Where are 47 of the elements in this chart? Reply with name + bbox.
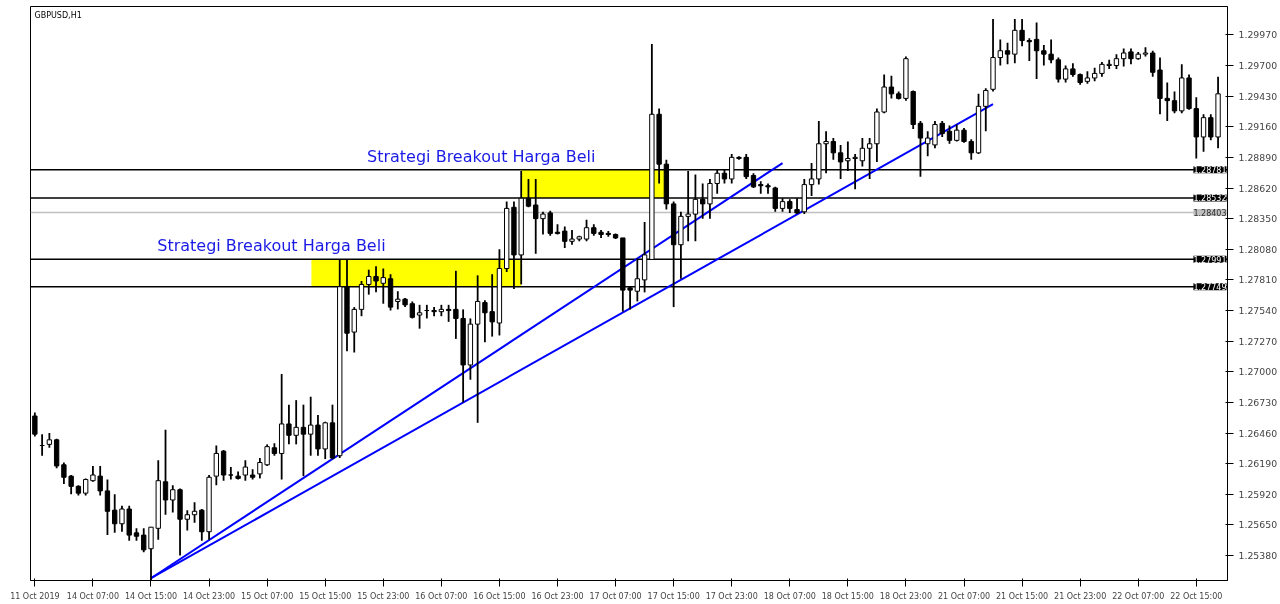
x-tick-label: 21 Oct 23:00 [1054,591,1107,601]
x-tick-label: 17 Oct 15:00 [647,591,700,601]
y-tick-label: 1.28620 [1238,182,1278,194]
y-tick-label: 1.26460 [1238,427,1278,439]
y-tick-label: 1.26190 [1238,458,1278,470]
y-tick-label: 1.27810 [1238,274,1278,286]
y-tick-label: 1.29700 [1238,59,1278,71]
x-tick-label: 14 Oct 07:00 [66,591,120,601]
x-tick-label: 22 Oct 15:00 [1170,591,1223,601]
y-tick-label: 1.28890 [1238,151,1278,163]
y-tick-label: 1.25650 [1238,519,1278,531]
x-tick-label: 16 Oct 07:00 [415,591,468,601]
text: GBPUSD,H1 [34,10,82,20]
x-tick-label: 21 Oct 15:00 [996,591,1049,601]
y-tick-label: 1.28080 [1238,243,1278,255]
y-tick-label: 1.28350 [1238,213,1278,225]
x-tick-label: 15 Oct 07:00 [241,591,294,601]
ref-line-label: 1.28403 [1193,209,1227,219]
y-tick-label: 1.25380 [1238,550,1278,562]
ref-line-label: 1.28532 [1193,194,1227,204]
x-tick-label: 18 Oct 07:00 [763,591,816,601]
y-tick-label: 1.29430 [1238,90,1278,102]
band-label: Strategi Breakout Harga Beli [157,236,386,256]
x-tick-label: 11 Oct 2019 [10,591,60,601]
y-tick-label: 1.29160 [1238,121,1278,133]
y-tick-label: 1.29970 [1238,29,1278,41]
x-tick-label: 15 Oct 15:00 [299,591,352,601]
x-tick-label: 14 Oct 23:00 [182,591,236,601]
ref-line-label: 1.28781 [1193,166,1227,176]
x-tick-label: 17 Oct 23:00 [705,591,758,601]
x-tick-label: 22 Oct 07:00 [1112,591,1165,601]
x-tick-label: 21 Oct 07:00 [937,591,991,601]
band-label: Strategi Breakout Harga Beli [367,146,596,166]
x-tick-label: 16 Oct 23:00 [531,591,584,601]
y-tick-label: 1.26730 [1238,396,1278,408]
x-tick-label: 15 Oct 23:00 [357,591,410,601]
x-tick-label: 18 Oct 23:00 [879,591,933,601]
ref-line-label: 1.27991 [1193,255,1227,265]
x-tick-label: 16 Oct 15:00 [473,591,526,601]
x-tick-label: 18 Oct 15:00 [821,591,874,601]
x-tick-label: 14 Oct 15:00 [124,591,178,601]
y-tick-label: 1.25920 [1238,488,1278,500]
y-tick-label: 1.27540 [1238,305,1278,317]
x-tick-label: 17 Oct 07:00 [589,591,642,601]
y-tick-label: 1.27270 [1238,335,1278,347]
y-tick-label: 1.27000 [1238,366,1278,378]
ref-line-label: 1.27749 [1193,283,1227,293]
